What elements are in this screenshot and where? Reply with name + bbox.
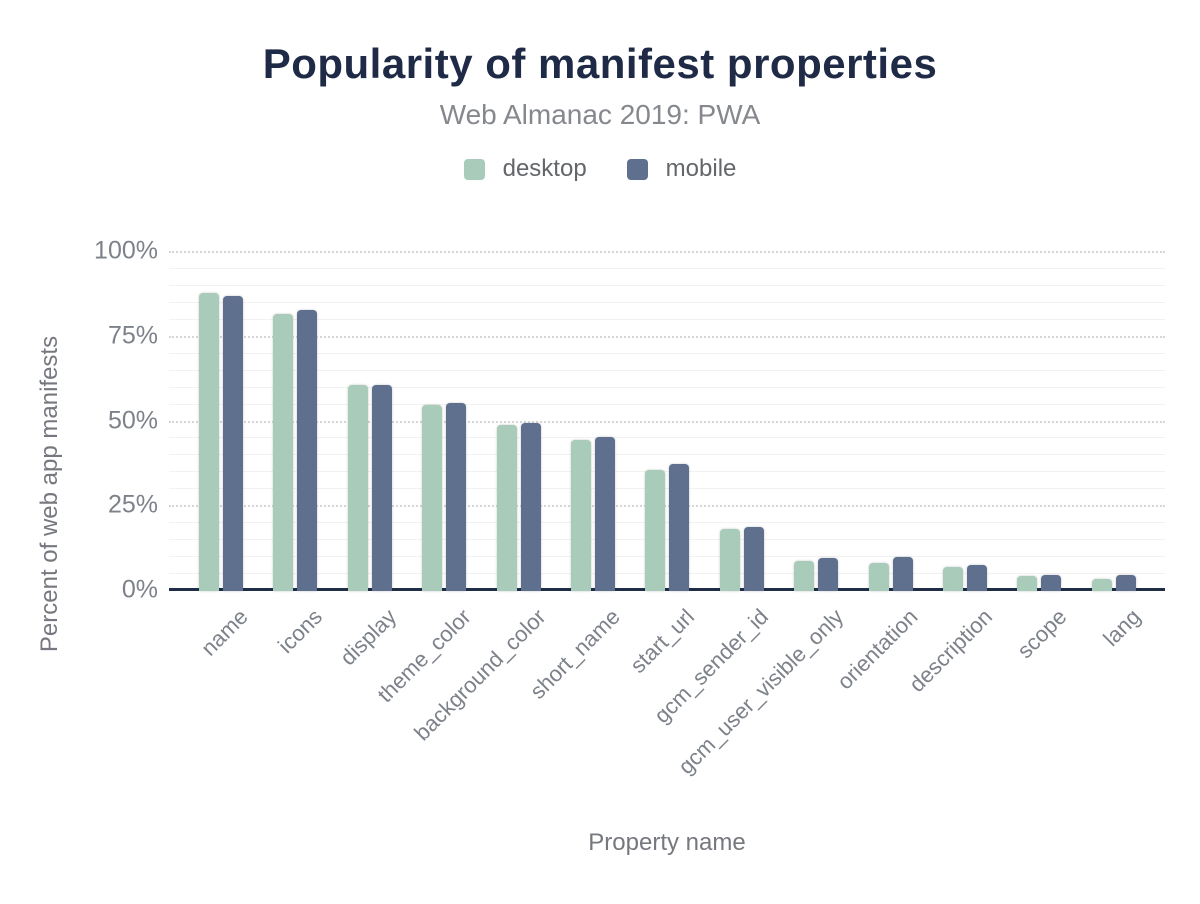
bar-mobile-gcm_sender_id — [743, 526, 764, 591]
bar-desktop-gcm_user_visible_only — [794, 561, 815, 591]
gridline-minor-60 — [169, 386, 1165, 388]
x-axis-line — [169, 588, 1165, 591]
bar-desktop-gcm_sender_id — [719, 528, 740, 591]
bar-mobile-name — [223, 296, 243, 591]
bar-desktop-background_color — [496, 425, 517, 591]
bar-group-description — [941, 251, 989, 591]
x-axis-label-name: name — [196, 604, 253, 661]
bar-mobile-scope — [1041, 575, 1062, 591]
bar-group-orientation — [867, 251, 915, 591]
bar-mobile-orientation — [892, 556, 913, 591]
gridline-minor-45 — [169, 437, 1165, 439]
x-axis-label-start_url: start_url — [625, 604, 700, 678]
bar-desktop-orientation — [868, 562, 889, 591]
gridline-minor-85 — [169, 301, 1165, 303]
chart-subtitle: Web Almanac 2019: PWA — [439, 99, 761, 130]
legend-label-mobile: mobile — [665, 155, 737, 182]
legend-label-desktop: desktop — [502, 155, 587, 182]
gridline-minor-70 — [169, 352, 1165, 354]
bar-mobile-icons — [297, 309, 318, 591]
x-axis-label-icons: icons — [273, 604, 328, 658]
gridline-major-100 — [169, 251, 1165, 253]
legend-swatch-desktop — [463, 158, 485, 180]
bar-group-display — [346, 251, 394, 591]
bar-desktop-scope — [1017, 575, 1038, 591]
gridline-minor-15 — [169, 539, 1165, 541]
gridline-major-50 — [169, 420, 1165, 423]
bar-mobile-display — [371, 385, 392, 591]
x-axis-title: Property name — [588, 829, 746, 856]
bar-mobile-description — [967, 564, 987, 591]
gridline-minor-90 — [169, 284, 1165, 286]
y-tick-label-25: 25% — [107, 490, 158, 519]
bar-group-short_name — [569, 251, 617, 591]
gridline-minor-30 — [169, 488, 1165, 490]
legend-item-mobile: mobile — [626, 155, 737, 183]
x-axis-label-background_color: background_color — [408, 604, 551, 746]
bar-desktop-lang — [1091, 579, 1112, 591]
gridline-major-75 — [169, 335, 1165, 338]
plot-area — [169, 251, 1165, 591]
bar-group-theme_color — [420, 251, 468, 591]
bar-mobile-short_name — [595, 437, 615, 591]
bar-mobile-lang — [1115, 574, 1136, 591]
bar-group-gcm_user_visible_only — [792, 251, 840, 591]
y-tick-label-75: 75% — [107, 321, 158, 350]
bar-group-lang — [1090, 251, 1138, 591]
gridline-major-25 — [169, 505, 1165, 508]
legend: desktop mobile — [0, 155, 1200, 183]
gridline-minor-5 — [169, 573, 1165, 575]
bar-desktop-icons — [273, 314, 294, 591]
bar-desktop-description — [943, 566, 963, 591]
bar-desktop-name — [199, 292, 219, 591]
bar-desktop-start_url — [645, 469, 666, 591]
bar-desktop-display — [347, 384, 368, 591]
legend-item-desktop: desktop — [463, 155, 587, 183]
bar-group-gcm_sender_id — [718, 251, 766, 591]
y-tick-label-50: 50% — [107, 406, 158, 434]
gridline-minor-65 — [169, 369, 1165, 371]
bar-mobile-theme_color — [446, 402, 467, 591]
y-tick-label-100: 100% — [94, 236, 158, 265]
gridline-minor-80 — [169, 318, 1165, 320]
gridline-minor-20 — [169, 522, 1165, 524]
gridline-minor-40 — [169, 454, 1165, 456]
chart-title: Popularity of manifest properties — [262, 40, 938, 87]
gridline-minor-10 — [169, 556, 1165, 558]
bar-group-scope — [1015, 251, 1063, 591]
gridline-minor-55 — [169, 403, 1165, 405]
x-axis-label-display: display — [335, 604, 402, 671]
gridline-minor-35 — [169, 471, 1165, 473]
bar-group-name — [197, 251, 245, 591]
y-tick-label-0: 0% — [121, 575, 158, 604]
bar-group-background_color — [495, 251, 543, 591]
bar-desktop-short_name — [571, 440, 591, 591]
y-axis: 0% 25% 50% 75% 100% — [0, 237, 158, 604]
bar-group-icons — [271, 251, 319, 591]
x-axis-label-scope: scope — [1011, 604, 1072, 664]
x-axis-label-lang: lang — [1098, 604, 1146, 652]
gridline-minor-95 — [169, 267, 1165, 269]
bar-desktop-theme_color — [422, 405, 443, 591]
legend-swatch-mobile — [626, 158, 648, 180]
x-axis-labels: name icons display theme_color background_co… — [169, 590, 1165, 800]
bar-mobile-start_url — [669, 463, 690, 591]
bar-mobile-background_color — [520, 422, 541, 591]
bar-group-start_url — [643, 251, 691, 591]
bar-mobile-gcm_user_visible_only — [818, 558, 839, 591]
